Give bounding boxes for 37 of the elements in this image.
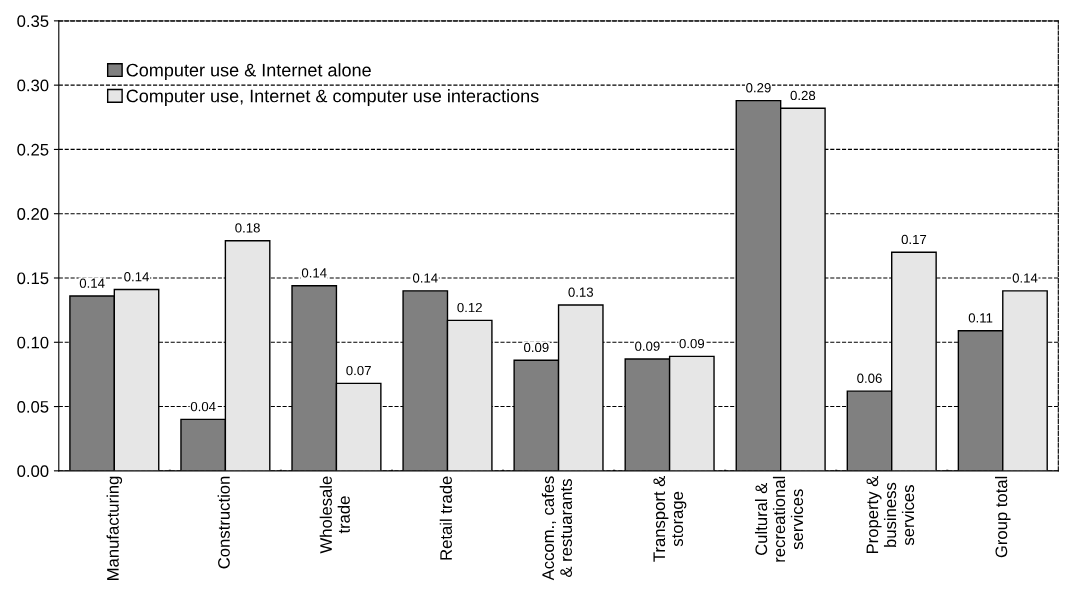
x-tick-label: Property & business services [866,475,915,554]
data-label: 0.14 [301,268,327,278]
data-label: 0.14 [124,272,149,282]
data-label: 0.09 [679,338,705,349]
y-tick-label: 0.05 [17,400,49,413]
data-label: 0.17 [901,234,927,245]
x-tick-label: Wholesale trade [319,476,350,554]
data-label: 0.18 [235,223,260,233]
x-tick-label: Manufacturing [106,476,123,580]
data-label: 0.14 [79,278,105,288]
x-tick-label: Accom., cafes & restuarants [541,476,572,581]
x-tick-label: Transport & storage [653,475,687,562]
data-label: 0.09 [635,341,660,351]
data-label: 0.14 [1012,273,1038,283]
data-label: 0.14 [412,273,438,283]
y-tick-label: 0.30 [17,79,49,92]
data-label: 0.29 [746,83,771,93]
x-tick-label: Group total [995,476,1011,558]
y-tick-label: 0.35 [17,15,49,28]
y-tick-label: 0.25 [17,143,49,156]
x-tick-label: Cultural & recreational services [754,476,804,562]
data-label: 0.06 [857,373,882,383]
y-tick-label: 0.15 [17,272,49,285]
data-label: 0.09 [524,342,549,353]
data-label: 0.12 [457,302,482,313]
x-tick-label: Retail trade [439,476,452,560]
y-tick-label: 0.10 [17,336,49,349]
data-label: 0.07 [346,365,371,376]
legend-label: Computer use & Internet alone [126,63,371,81]
data-label: 0.28 [790,90,816,101]
data-label: 0.11 [968,313,993,323]
y-tick-label: 0.00 [17,465,49,478]
data-label: 0.13 [568,287,594,297]
y-tick-label: 0.20 [17,208,49,220]
legend-label: Computer use, Internet & computer use interactions [126,89,539,106]
x-tick-label: Construction [217,476,230,569]
data-label: 0.04 [190,401,216,412]
